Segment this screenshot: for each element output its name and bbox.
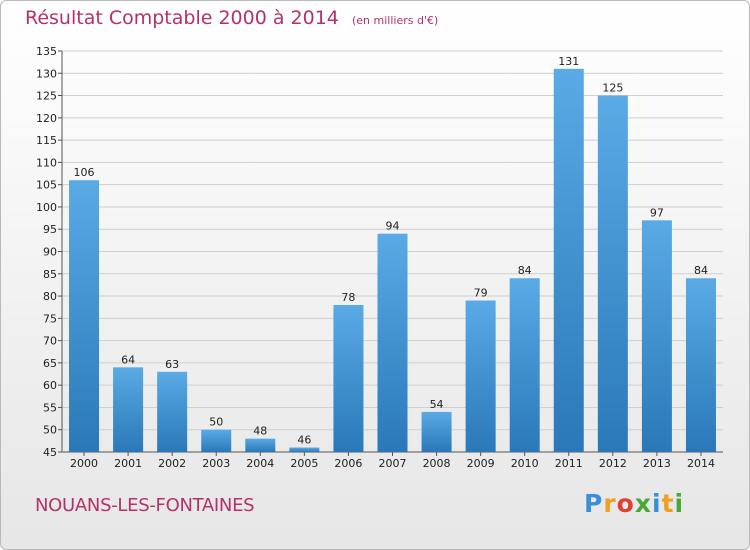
- y-tick-label: 85: [43, 268, 57, 281]
- bar-2004: [245, 438, 276, 452]
- x-tick-label-2014: 2014: [687, 457, 715, 470]
- data-label-2011: 131: [558, 55, 579, 68]
- y-tick-label: 90: [43, 246, 57, 259]
- bar-2003: [201, 429, 232, 452]
- x-tick-label-2001: 2001: [114, 457, 142, 470]
- bar-2014: [685, 278, 716, 452]
- x-tick-label-2008: 2008: [423, 457, 451, 470]
- data-label-2005: 46: [297, 434, 311, 447]
- data-label-2004: 48: [253, 425, 267, 438]
- chart-subtitle: (en milliers d'€): [351, 14, 439, 27]
- data-label-2000: 106: [74, 166, 95, 179]
- x-tick-label-2010: 2010: [511, 457, 539, 470]
- y-tick-label: 95: [43, 223, 57, 236]
- y-tick-label: 75: [43, 312, 57, 325]
- bar-2000: [69, 180, 100, 452]
- y-tick-label: 45: [43, 446, 57, 459]
- data-label-2002: 63: [165, 358, 179, 371]
- y-tick-label: 130: [36, 67, 57, 80]
- logo-letter: t: [661, 489, 675, 518]
- y-tick-label: 110: [36, 156, 57, 169]
- labels: 45 50 55 60 65 70 75 80 85 90 95 100 105 110 115 120 125…: [36, 45, 715, 470]
- bar-2011: [553, 68, 584, 453]
- y-tick-label: 120: [36, 112, 57, 125]
- y-tick-label: 65: [43, 357, 57, 370]
- y-tick-label: 105: [36, 179, 57, 192]
- bar-2010: [509, 278, 540, 452]
- logo-letter: x: [634, 489, 652, 518]
- data-label-2006: 78: [341, 291, 355, 304]
- x-tick-label-2013: 2013: [643, 457, 671, 470]
- x-tick-label-2007: 2007: [379, 457, 407, 470]
- y-tick-label: 115: [36, 134, 57, 147]
- y-tick-label: 80: [43, 290, 57, 303]
- x-tick-label-2002: 2002: [158, 457, 186, 470]
- data-label-2003: 50: [209, 416, 223, 429]
- bars: [69, 68, 716, 453]
- y-tick-label: 55: [43, 401, 57, 414]
- y-tick-label: 100: [36, 201, 57, 214]
- x-tick-label-2009: 2009: [467, 457, 495, 470]
- data-label-2008: 54: [430, 398, 444, 411]
- chart-title: Résultat Comptable 2000 à 2014: [25, 7, 339, 29]
- y-tick-label: 50: [43, 424, 57, 437]
- data-label-2013: 97: [650, 206, 664, 219]
- x-tick-label-2006: 2006: [334, 457, 362, 470]
- bar-2012: [597, 95, 628, 453]
- title-row: Résultat Comptable 2000 à 2014 (en milli…: [25, 7, 438, 29]
- bar-2001: [113, 367, 144, 452]
- data-label-2007: 94: [386, 220, 400, 233]
- x-tick-label-2004: 2004: [246, 457, 274, 470]
- bar-2002: [157, 371, 188, 452]
- y-tick-label: 70: [43, 335, 57, 348]
- y-tick-label: 135: [36, 45, 57, 58]
- logo-letter: o: [616, 489, 635, 518]
- data-label-2010: 84: [518, 264, 532, 277]
- x-tick-label-2005: 2005: [290, 457, 318, 470]
- data-label-2012: 125: [602, 82, 623, 95]
- proxiti-logo: Proxiti: [584, 489, 684, 518]
- bar-2005: [289, 447, 320, 452]
- commune-name: NOUANS-LES-FONTAINES: [35, 495, 255, 516]
- data-label-2009: 79: [474, 287, 488, 300]
- y-tick-label: 60: [43, 379, 57, 392]
- bar-2008: [421, 411, 452, 452]
- bar-2009: [465, 300, 496, 452]
- bar-2013: [641, 220, 672, 452]
- bar-2007: [377, 233, 408, 452]
- x-tick-label-2000: 2000: [70, 457, 98, 470]
- bar-2006: [333, 304, 364, 452]
- x-tick-label-2012: 2012: [599, 457, 627, 470]
- logo-letter: i: [674, 489, 685, 518]
- y-tick-label: 125: [36, 90, 57, 103]
- logo-letter: P: [584, 489, 604, 518]
- logo-letter: r: [603, 489, 617, 518]
- logo-letter: i: [652, 489, 662, 518]
- data-label-2001: 64: [121, 353, 135, 366]
- x-tick-label-2003: 2003: [202, 457, 230, 470]
- data-label-2014: 84: [694, 264, 708, 277]
- x-tick-label-2011: 2011: [555, 457, 583, 470]
